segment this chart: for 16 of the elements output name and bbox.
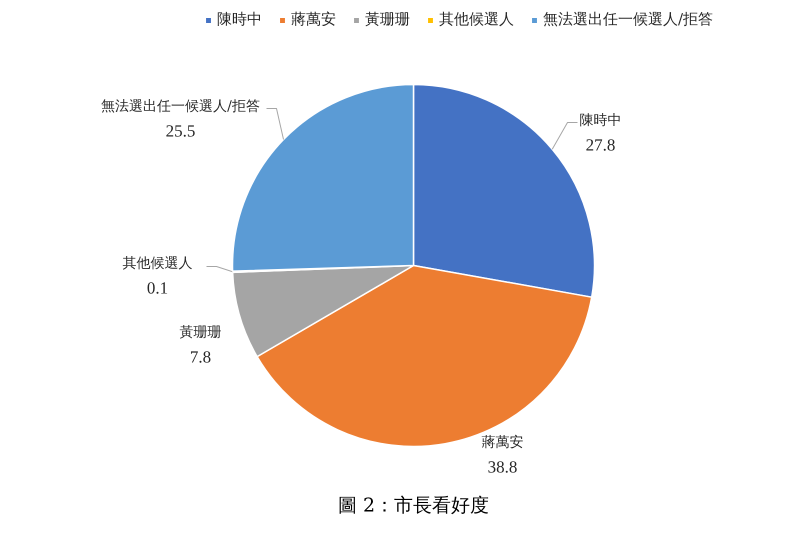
slice-label: 黃珊珊	[180, 324, 222, 340]
legend-label: 黃珊珊	[365, 10, 410, 29]
slice-label: 其他候選人	[122, 256, 192, 272]
legend-label: 蔣萬安	[291, 10, 336, 29]
caption: 圖 2：市長看好度	[338, 494, 490, 516]
data-label: 7.8	[190, 348, 212, 366]
data-label: 25.5	[166, 122, 196, 140]
slice-label: 陳時中	[580, 112, 622, 128]
slice-label: 蔣萬安	[482, 434, 524, 450]
slice-label: 無法選出任一候選人/拒答	[101, 98, 260, 114]
data-label: 38.8	[488, 458, 518, 476]
data-label: 0.1	[146, 278, 168, 298]
legend-label: 陳時中	[217, 10, 262, 29]
legend-label: 無法選出任一候選人/拒答	[543, 10, 714, 29]
legend-label: 其他候選人	[439, 10, 514, 29]
data-label: 27.8	[586, 136, 616, 154]
